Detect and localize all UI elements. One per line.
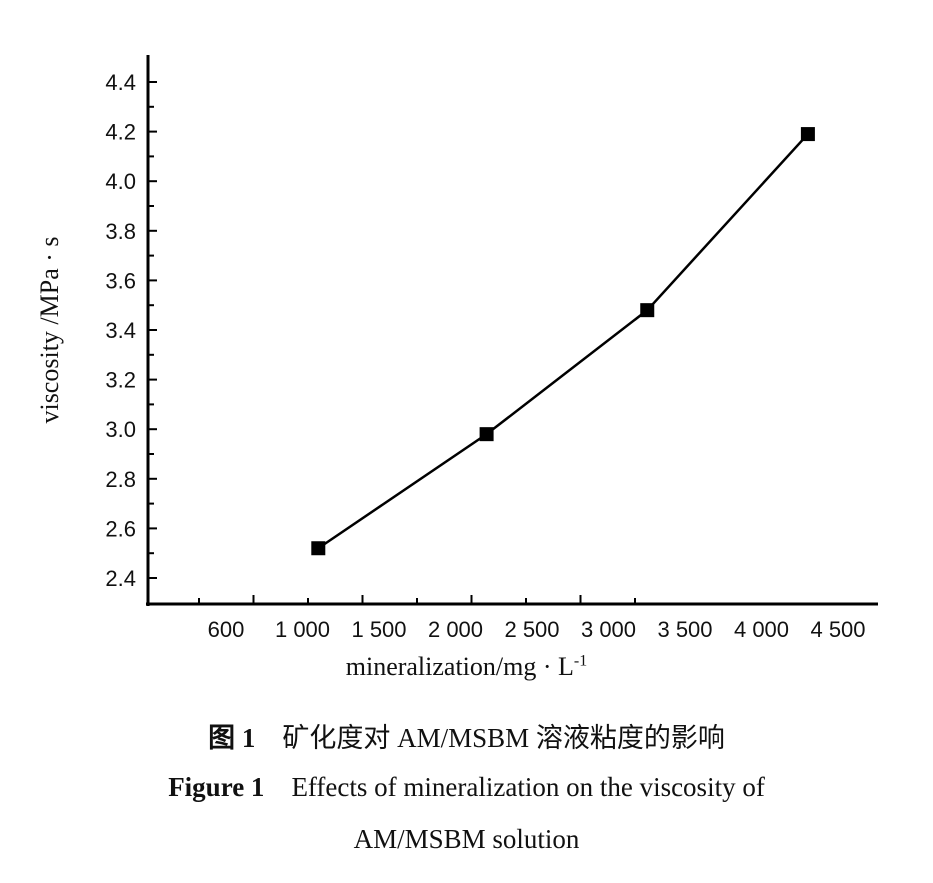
caption-en-label: Figure 1 — [168, 772, 265, 802]
x-axis-label-superscript: -1 — [573, 652, 588, 670]
y-tick-label: 4.4 — [105, 70, 136, 95]
x-tick-label: 1 000 — [275, 617, 330, 642]
caption-chinese: 图 1 矿化度对 AM/MSBM 溶液粘度的影响 — [0, 716, 933, 755]
data-point — [311, 541, 326, 556]
axes — [146, 55, 878, 606]
series-line — [317, 133, 809, 550]
caption-english: Figure 1 Effects of mineralization on th… — [0, 772, 933, 803]
series — [311, 127, 815, 556]
data-point — [800, 127, 815, 142]
caption-cn-label: 图 1 — [208, 723, 256, 753]
y-tick-label: 4.2 — [105, 120, 136, 145]
y-axis-label: viscosity /MPa · s — [35, 236, 64, 423]
x-axis-label-text: mineralization/mg · L — [345, 652, 574, 681]
y-ticks: 2.4 2.6 2.8 3.0 3.2 3.4 3.6 3.8 4.0 4.2 4.4 — [105, 70, 157, 591]
x-tick-label: 4 000 — [734, 617, 789, 642]
caption-en-text-2: AM/MSBM solution — [353, 824, 580, 854]
x-tick-label: 3 000 — [581, 617, 636, 642]
caption-cn-text: 矿化度对 AM/MSBM 溶液粘度的影响 — [282, 723, 725, 753]
x-tick-label: 1 500 — [351, 617, 406, 642]
caption-en-text-1: Effects of mineralization on the viscosi… — [291, 772, 765, 802]
x-tick-label: 600 — [208, 617, 245, 642]
y-tick-label: 2.8 — [105, 467, 136, 492]
y-tick-label: 2.6 — [105, 516, 136, 541]
x-tick-label: 2 000 — [428, 617, 483, 642]
data-point — [640, 303, 655, 318]
x-tick-label: 3 500 — [657, 617, 712, 642]
y-tick-label: 3.6 — [105, 268, 136, 293]
y-tick-label: 3.4 — [105, 318, 136, 343]
caption-english-line2: AM/MSBM solution — [0, 824, 933, 855]
y-tick-label: 4.0 — [105, 169, 136, 194]
data-point — [479, 427, 494, 442]
y-tick-label: 3.8 — [105, 219, 136, 244]
x-tick-label: 4 500 — [810, 617, 865, 642]
y-tick-label: 3.2 — [105, 368, 136, 393]
x-axis-label: mineralization/mg · L-1 — [0, 652, 933, 682]
chart: 600 1 000 1 500 2 000 2 500 3 000 3 500 4 000 4 … — [35, 55, 878, 642]
x-tick-label: 2 500 — [504, 617, 559, 642]
y-tick-label: 2.4 — [105, 566, 136, 591]
y-tick-label: 3.0 — [105, 417, 136, 442]
x-ticks: 600 1 000 1 500 2 000 2 500 3 000 3 500 4 000 4 … — [198, 595, 866, 642]
